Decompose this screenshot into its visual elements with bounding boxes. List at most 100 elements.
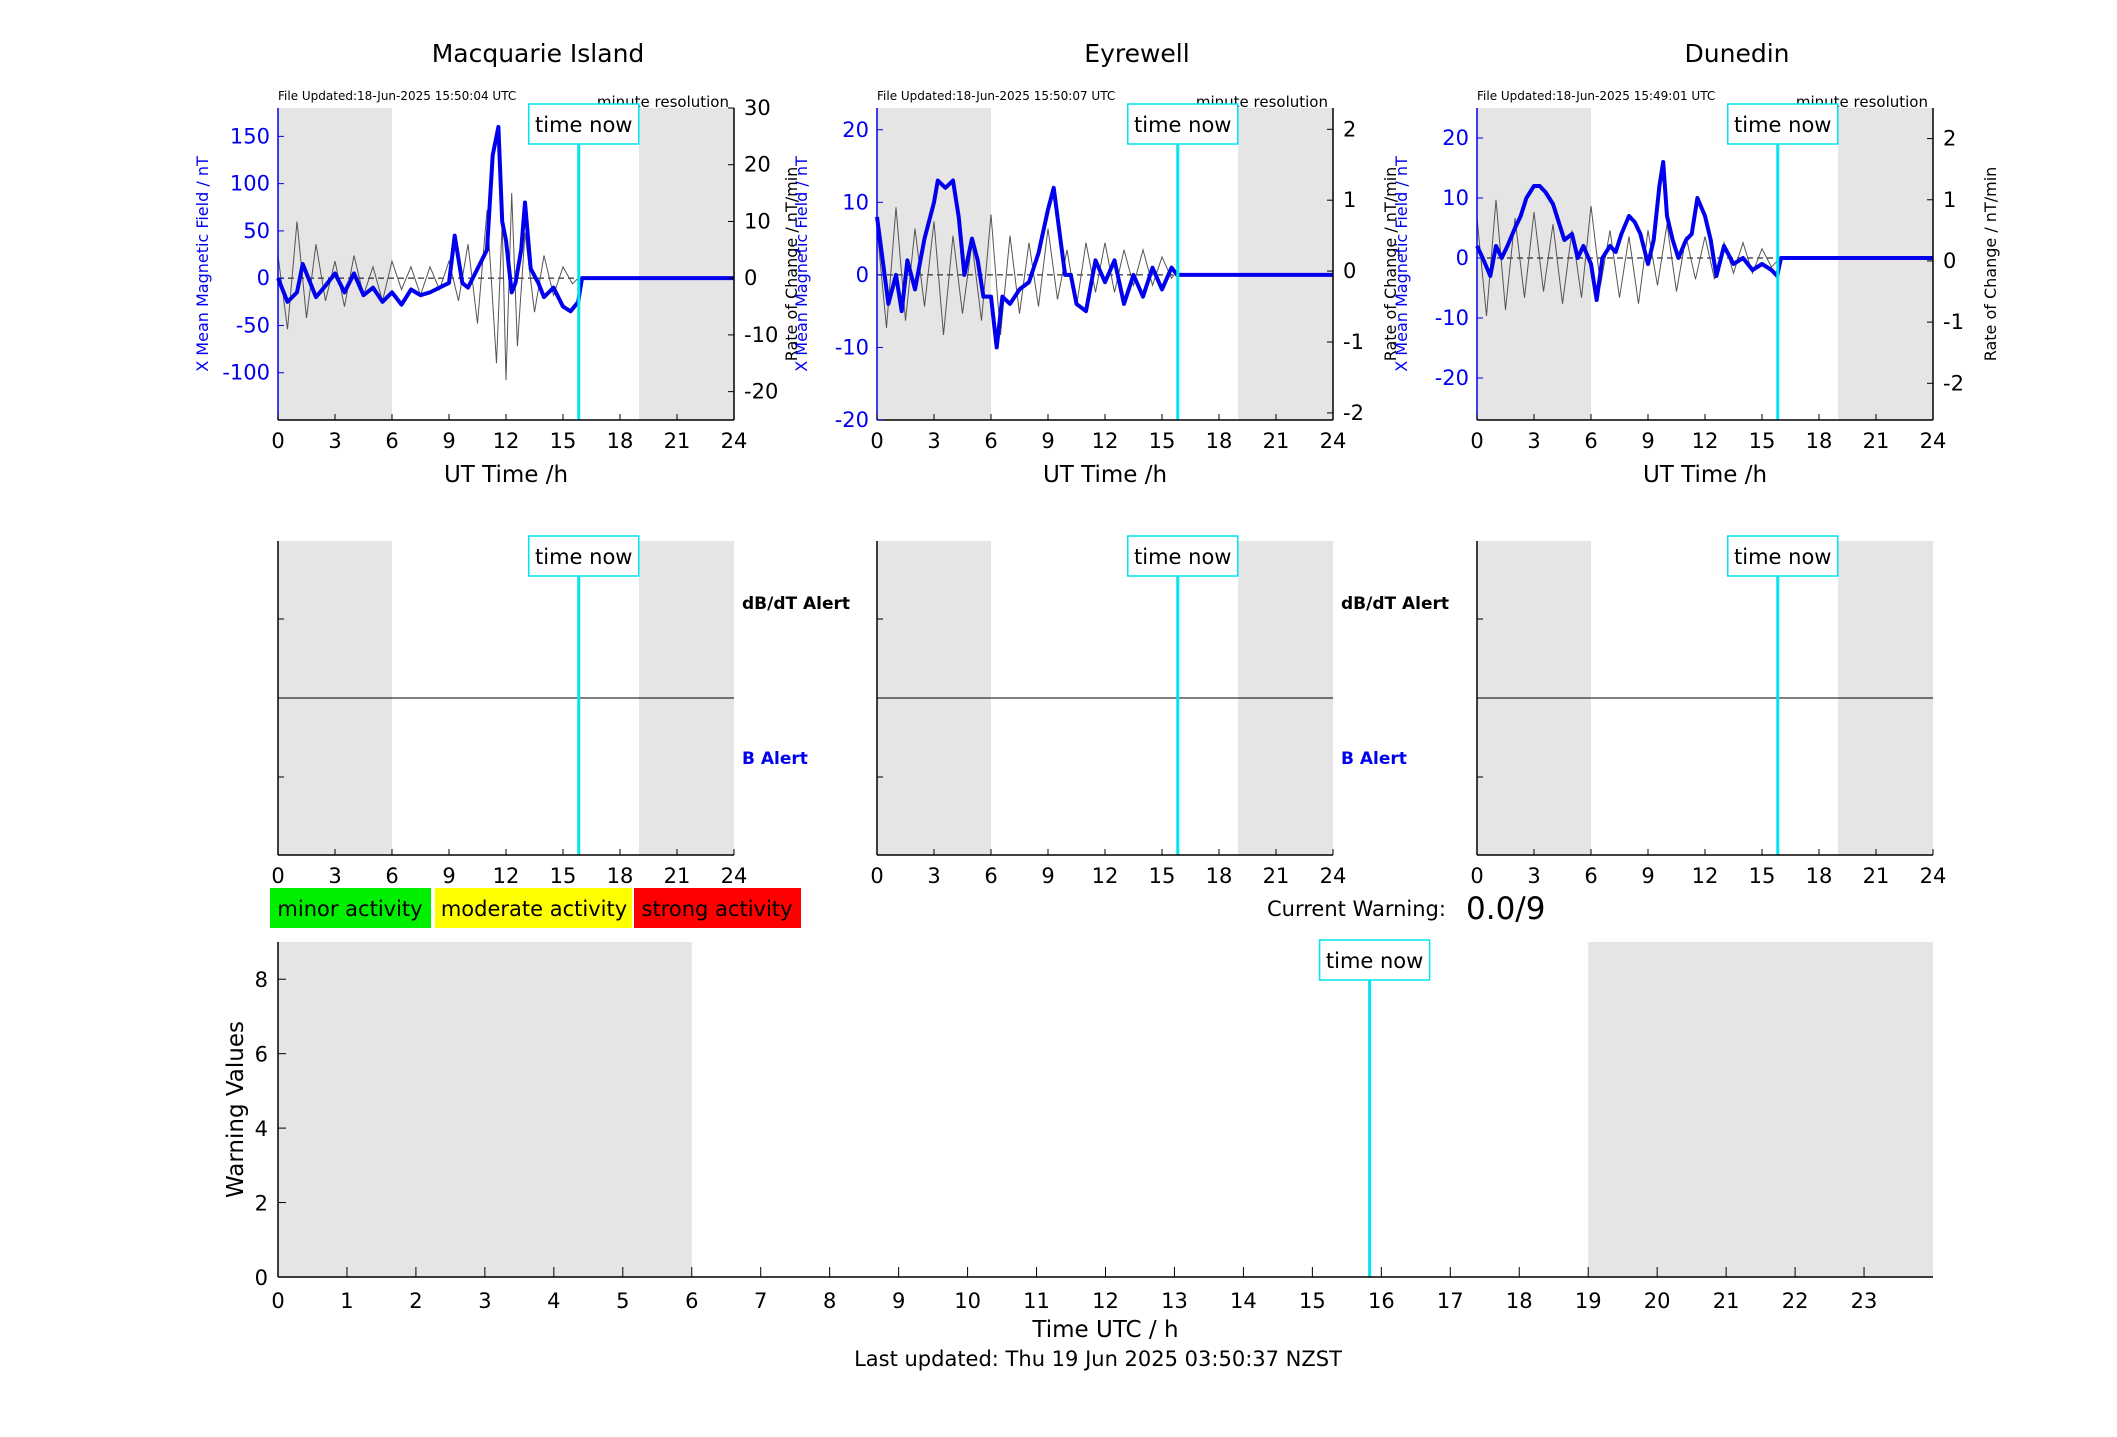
alert-x-tick-label: 24 (721, 864, 748, 888)
x-tick-label: 21 (1263, 429, 1290, 453)
y-left-tick-label: -20 (1435, 366, 1469, 390)
y-right-tick-label: 10 (744, 209, 771, 233)
alert-x-tick-label: 18 (1806, 864, 1833, 888)
time-now-box (1127, 103, 1239, 145)
alert-x-tick-label: 0 (1470, 864, 1483, 888)
warning-x-tick-label: 14 (1230, 1289, 1257, 1313)
alert-x-tick-label: 12 (1692, 864, 1719, 888)
x-axis-label: UT Time /h (444, 462, 568, 488)
y-left-tick-label: 20 (1442, 126, 1469, 150)
night-shade (877, 108, 991, 420)
warning-x-tick-label: 9 (892, 1289, 905, 1313)
x-axis-label: UT Time /h (1043, 462, 1167, 488)
time-now-label: time now (535, 545, 632, 569)
alert-x-tick-label: 21 (1263, 864, 1290, 888)
y-left-tick-label: 0 (856, 263, 869, 287)
y-right-tick-label: 1 (1943, 188, 1956, 212)
time-now-box (1727, 103, 1839, 145)
x-tick-label: 15 (1749, 429, 1776, 453)
magnetic-field-series (875, 178, 1333, 350)
y-left-tick-label: 10 (842, 190, 869, 214)
y-left-tick-label: 150 (230, 124, 270, 148)
x-tick-label: 24 (1320, 429, 1347, 453)
b-alert-label: B Alert (742, 749, 808, 769)
alert-x-tick-label: 15 (1149, 864, 1176, 888)
y-right-tick-label: 2 (1343, 117, 1356, 141)
night-shade (1838, 108, 1933, 420)
alert-x-tick-label: 6 (1584, 864, 1597, 888)
alert-x-tick-label: 9 (442, 864, 455, 888)
current-warning: Current Warning: 0.0/9 (1267, 891, 1545, 927)
y-left-tick-label: 0 (257, 266, 270, 290)
y-left-axis-label: X Mean Magnetic Field / nT (193, 156, 212, 372)
night-shade (278, 942, 692, 1277)
alert-x-tick-label: 15 (1749, 864, 1776, 888)
alert-x-tick-label: 3 (328, 864, 341, 888)
legend-moderate-swatch (435, 888, 632, 928)
alert-x-tick-label: 0 (870, 864, 883, 888)
y-left-tick-label: 10 (1442, 186, 1469, 210)
warning-x-tick-label: 22 (1782, 1289, 1809, 1313)
alert-x-tick-label: 3 (927, 864, 940, 888)
warning-x-tick-label: 18 (1506, 1289, 1533, 1313)
warning-x-tick-label: 5 (616, 1289, 629, 1313)
y-right-tick-label: 20 (744, 153, 771, 177)
warning-x-tick-label: 10 (954, 1289, 981, 1313)
axes-layer (277, 107, 1934, 1278)
warning-x-tick-label: 4 (547, 1289, 560, 1313)
alert-x-tick-label: 3 (1527, 864, 1540, 888)
x-tick-label: 9 (442, 429, 455, 453)
y-right-axis-label: Rate of Change / nT/min (1381, 167, 1400, 362)
alert-x-tick-label: 12 (493, 864, 520, 888)
x-tick-label: 6 (984, 429, 997, 453)
warning-x-tick-label: 0 (271, 1289, 284, 1313)
y-right-tick-label: -2 (1943, 371, 1964, 395)
x-axis-label: UT Time /h (1643, 462, 1767, 488)
time-now-box (1127, 535, 1239, 577)
station-title: Macquarie Island (432, 39, 645, 68)
x-tick-label: 3 (927, 429, 940, 453)
file-updated-text: File Updated:18-Jun-2025 15:50:07 UTC (877, 89, 1115, 103)
x-tick-label: 18 (1206, 429, 1233, 453)
y-right-tick-label: -20 (744, 380, 778, 404)
warning-x-tick-label: 3 (478, 1289, 491, 1313)
legend-minor-swatch (270, 888, 431, 928)
x-tick-label: 9 (1041, 429, 1054, 453)
legend-minor-label: minor activity (277, 897, 422, 921)
x-tick-label: 18 (607, 429, 634, 453)
alert-x-tick-label: 6 (385, 864, 398, 888)
current-warning-label: Current Warning: (1267, 897, 1446, 921)
time-now-label: time now (1734, 545, 1831, 569)
y-left-axis-label: X Mean Magnetic Field / nT (792, 156, 811, 372)
alert-x-tick-label: 0 (271, 864, 284, 888)
y-right-axis-label: Rate of Change / nT/min (782, 167, 801, 362)
time-now-label: time now (535, 113, 632, 137)
text-layer: Macquarie Island File Updated:18-Jun-2025… (193, 39, 2000, 1343)
x-tick-label: 15 (1149, 429, 1176, 453)
alert-x-tick-label: 24 (1320, 864, 1347, 888)
y-left-tick-label: -100 (222, 361, 270, 385)
alert-x-tick-label: 24 (1920, 864, 1947, 888)
warning-y-tick-label: 2 (255, 1192, 268, 1216)
time-now-box (528, 103, 640, 145)
y-right-tick-label: -2 (1343, 401, 1364, 425)
warning-x-tick-label: 21 (1713, 1289, 1740, 1313)
station-title: Dunedin (1685, 39, 1790, 68)
warning-x-tick-label: 15 (1299, 1289, 1326, 1313)
warning-y-axis-label: Warning Values (223, 1021, 249, 1198)
night-shade (1477, 108, 1591, 420)
alert-x-tick-label: 12 (1092, 864, 1119, 888)
y-left-tick-label: 20 (842, 118, 869, 142)
y-right-tick-label: 30 (744, 96, 771, 120)
footer-last-updated: Last updated: Thu 19 Jun 2025 03:50:37 N… (854, 1347, 1342, 1371)
rate-of-change-series (876, 207, 1178, 335)
warning-y-tick-label: 8 (255, 968, 268, 992)
x-tick-label: 12 (1092, 429, 1119, 453)
x-tick-label: 6 (385, 429, 398, 453)
y-right-tick-label: 2 (1943, 127, 1956, 151)
file-updated-text: File Updated:18-Jun-2025 15:49:01 UTC (1477, 89, 1715, 103)
x-tick-label: 0 (271, 429, 284, 453)
warning-x-tick-label: 11 (1023, 1289, 1050, 1313)
night-shade (639, 108, 734, 420)
x-tick-label: 0 (870, 429, 883, 453)
